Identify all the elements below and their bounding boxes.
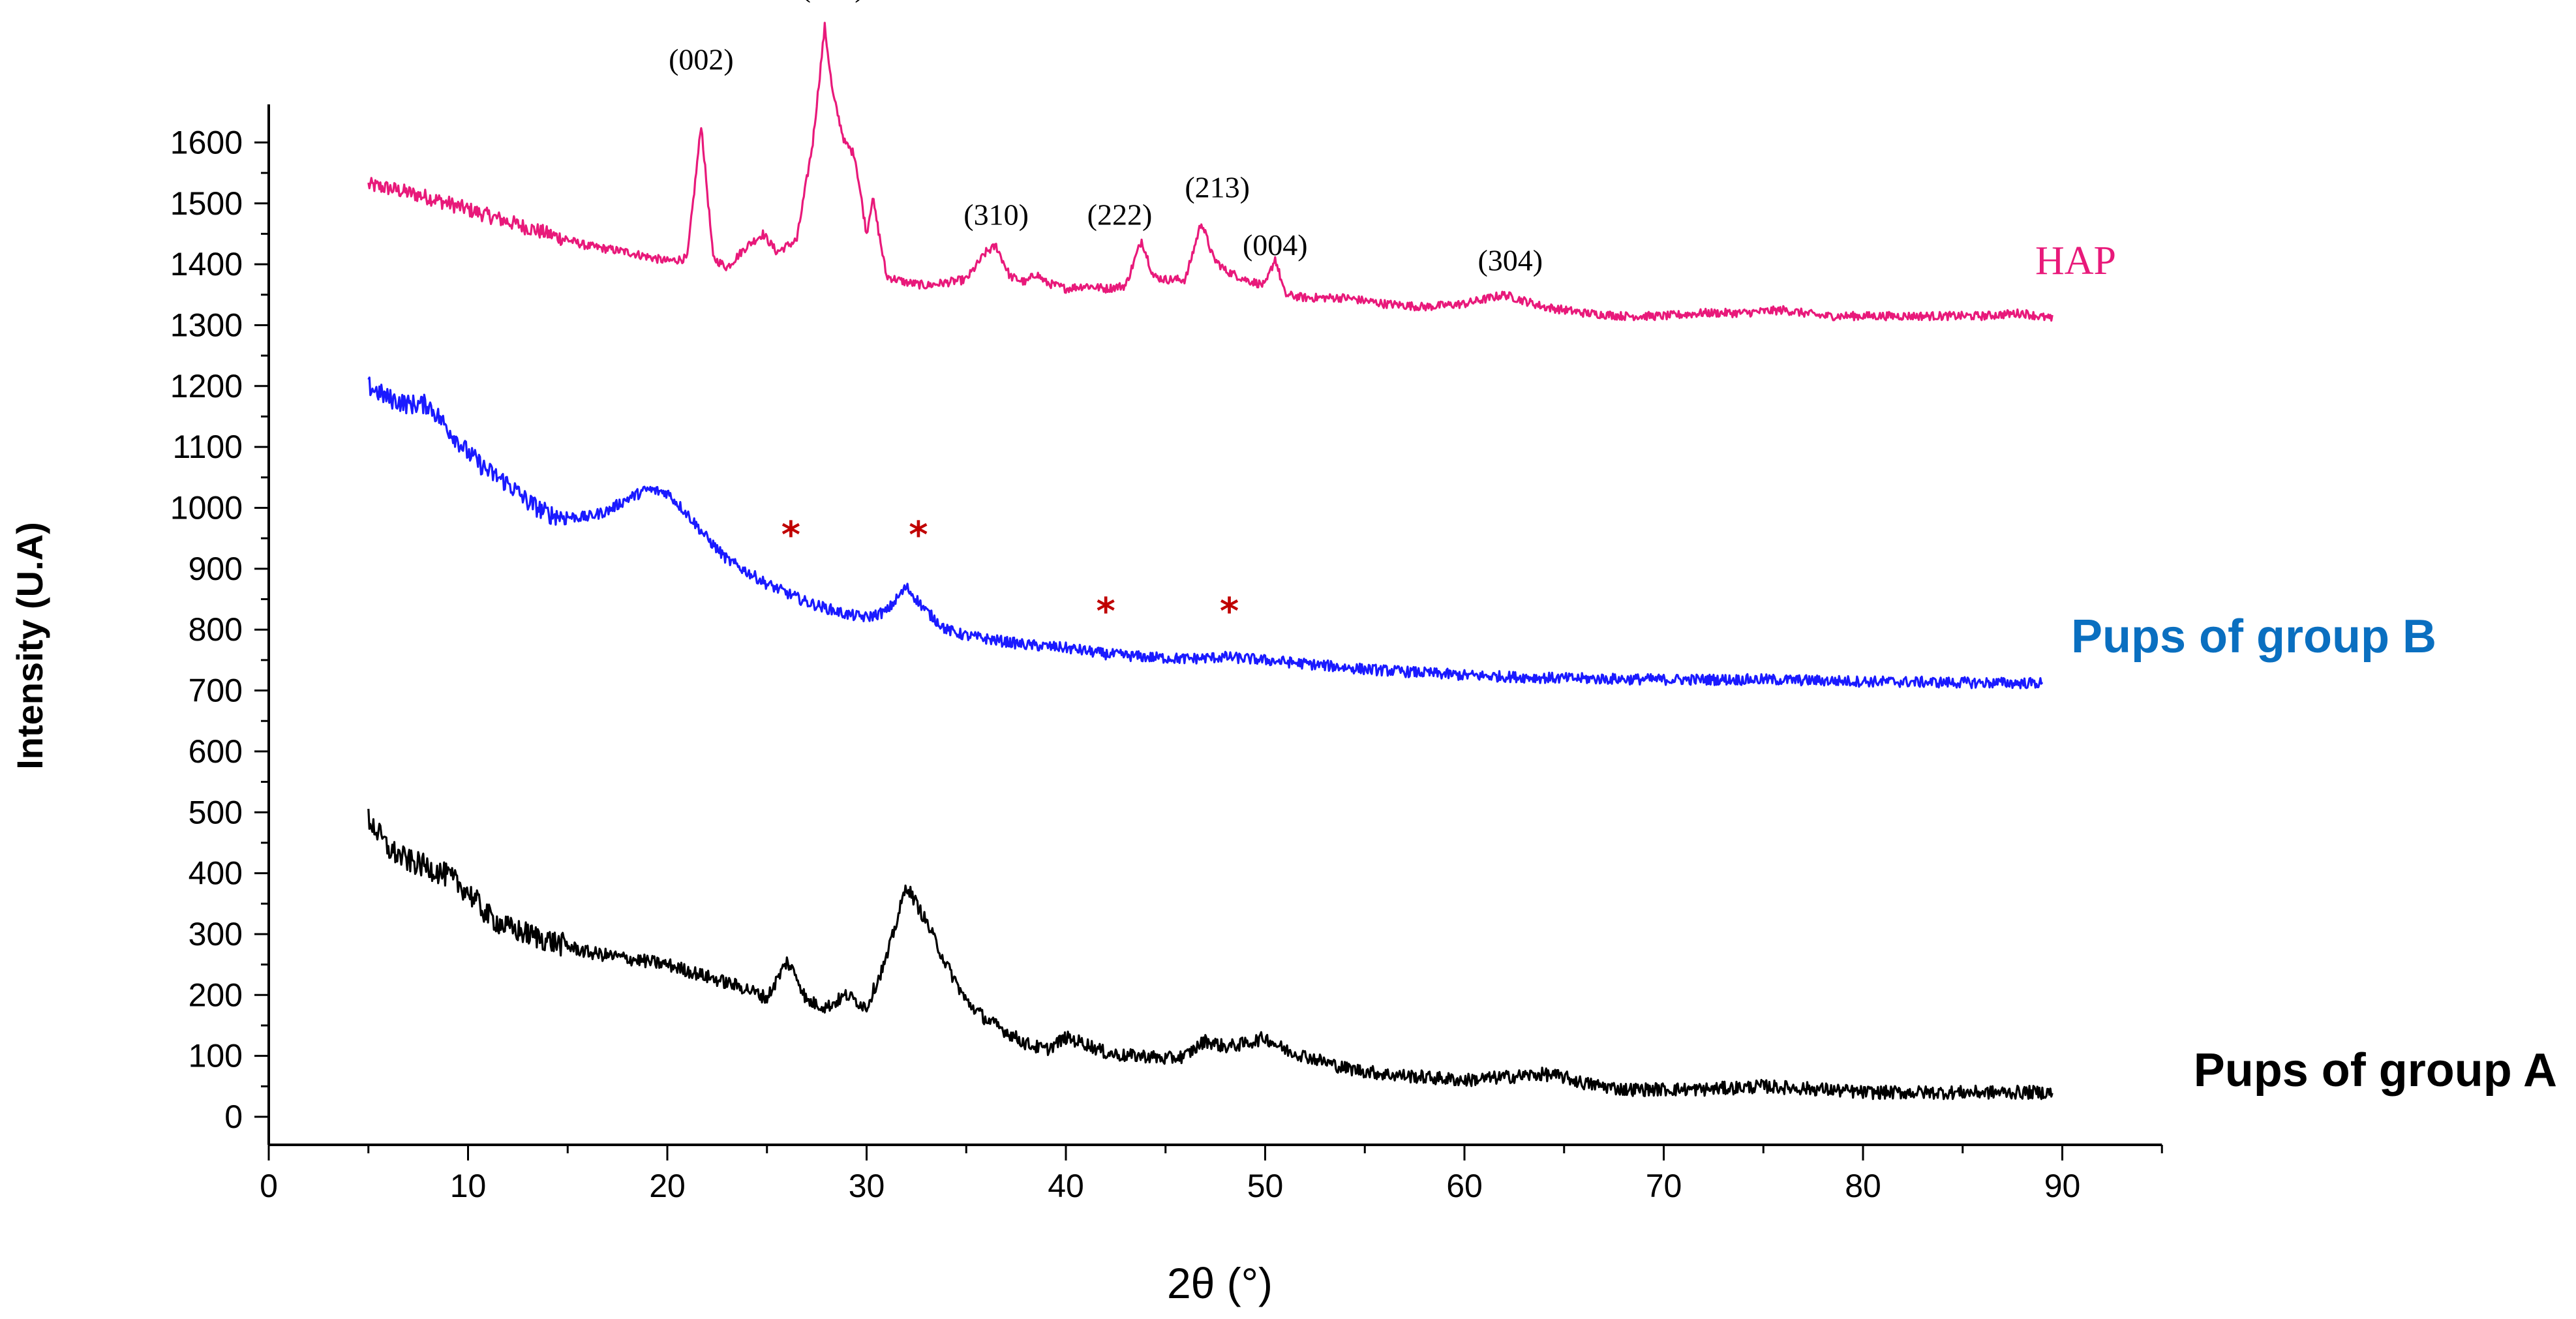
x-tick-label: 70 — [1646, 1168, 1682, 1204]
series-label-group-b: Pups of group B — [2071, 611, 2436, 663]
y-axis-title: Intensity (U.A) — [9, 522, 50, 770]
y-tick-label: 1600 — [170, 124, 243, 160]
y-tick-label: 900 — [189, 551, 243, 587]
x-tick-label: 20 — [649, 1168, 686, 1204]
series-label-group-a: Pups of group A — [2194, 1044, 2557, 1097]
peak-label: (222) — [1087, 198, 1153, 231]
axes: 0100200300400500600700800900100011001200… — [170, 104, 2163, 1204]
x-tick-label: 40 — [1048, 1168, 1084, 1204]
peak-label: (002) — [669, 42, 734, 76]
y-tick-label: 200 — [189, 977, 243, 1013]
peak-label: (004) — [1243, 228, 1308, 262]
x-tick-label: 90 — [2044, 1168, 2081, 1204]
star-marker: * — [1096, 590, 1115, 633]
y-tick-label: 0 — [224, 1099, 243, 1135]
y-tick-label: 600 — [189, 733, 243, 770]
y-tick-label: 400 — [189, 855, 243, 892]
series-line-hap — [367, 22, 2053, 322]
y-tick-label: 1300 — [170, 307, 243, 343]
x-axis-title: 2θ (°) — [1167, 1259, 1273, 1307]
x-tick-label: 50 — [1247, 1168, 1284, 1204]
y-tick-label: 1200 — [170, 368, 243, 404]
peak-label: (211) — [801, 0, 865, 3]
y-tick-label: 1100 — [172, 429, 243, 465]
x-tick-label: 60 — [1446, 1168, 1483, 1204]
x-tick-label: 30 — [849, 1168, 885, 1204]
star-marker: * — [1220, 590, 1239, 633]
y-tick-label: 500 — [189, 794, 243, 830]
peak-label: (304) — [1477, 243, 1543, 277]
y-tick-label: 1000 — [170, 490, 243, 526]
x-tick-label: 80 — [1845, 1168, 1881, 1204]
annotations: (002) (211) (310) (222) (213) (004) (304) * * * * H… — [669, 0, 2557, 1097]
series-label-hap: HAP — [2035, 239, 2116, 283]
star-marker: * — [909, 514, 928, 556]
y-tick-label: 1500 — [170, 185, 243, 222]
y-tick-label: 1400 — [170, 246, 243, 282]
y-tick-label: 100 — [189, 1038, 243, 1074]
series-layer — [367, 22, 2053, 1100]
peak-label: (213) — [1185, 170, 1250, 204]
series-line-group-a — [367, 808, 2053, 1100]
peak-label: (310) — [963, 198, 1029, 231]
y-tick-label: 700 — [189, 673, 243, 709]
y-tick-label: 300 — [189, 916, 243, 952]
series-line-group-b — [367, 376, 2044, 690]
x-tick-label: 0 — [260, 1168, 278, 1204]
x-tick-label: 10 — [450, 1168, 487, 1204]
y-tick-label: 800 — [189, 611, 243, 648]
star-marker: * — [781, 514, 800, 556]
